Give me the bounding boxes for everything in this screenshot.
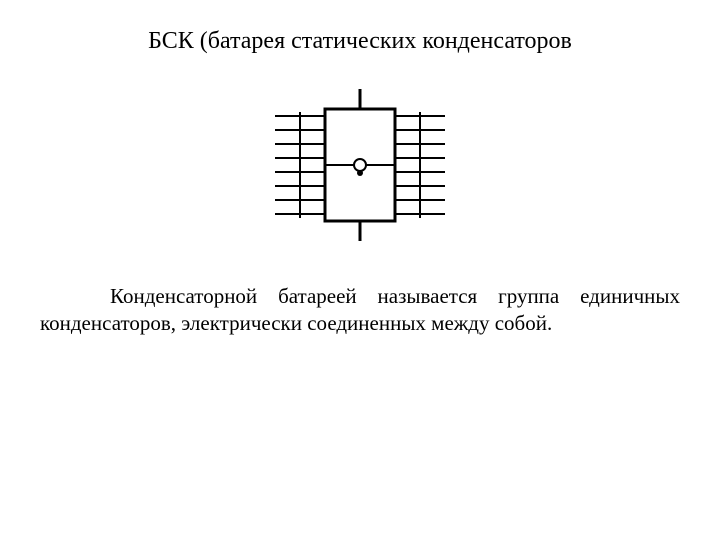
definition-paragraph: Конденсаторной батареей называется групп… <box>40 283 680 338</box>
capacitor-schematic-icon <box>260 75 460 255</box>
page-title: БСК (батарея статических конденсаторов <box>40 28 680 55</box>
capacitor-diagram <box>260 75 460 255</box>
diagram-container <box>40 75 680 255</box>
